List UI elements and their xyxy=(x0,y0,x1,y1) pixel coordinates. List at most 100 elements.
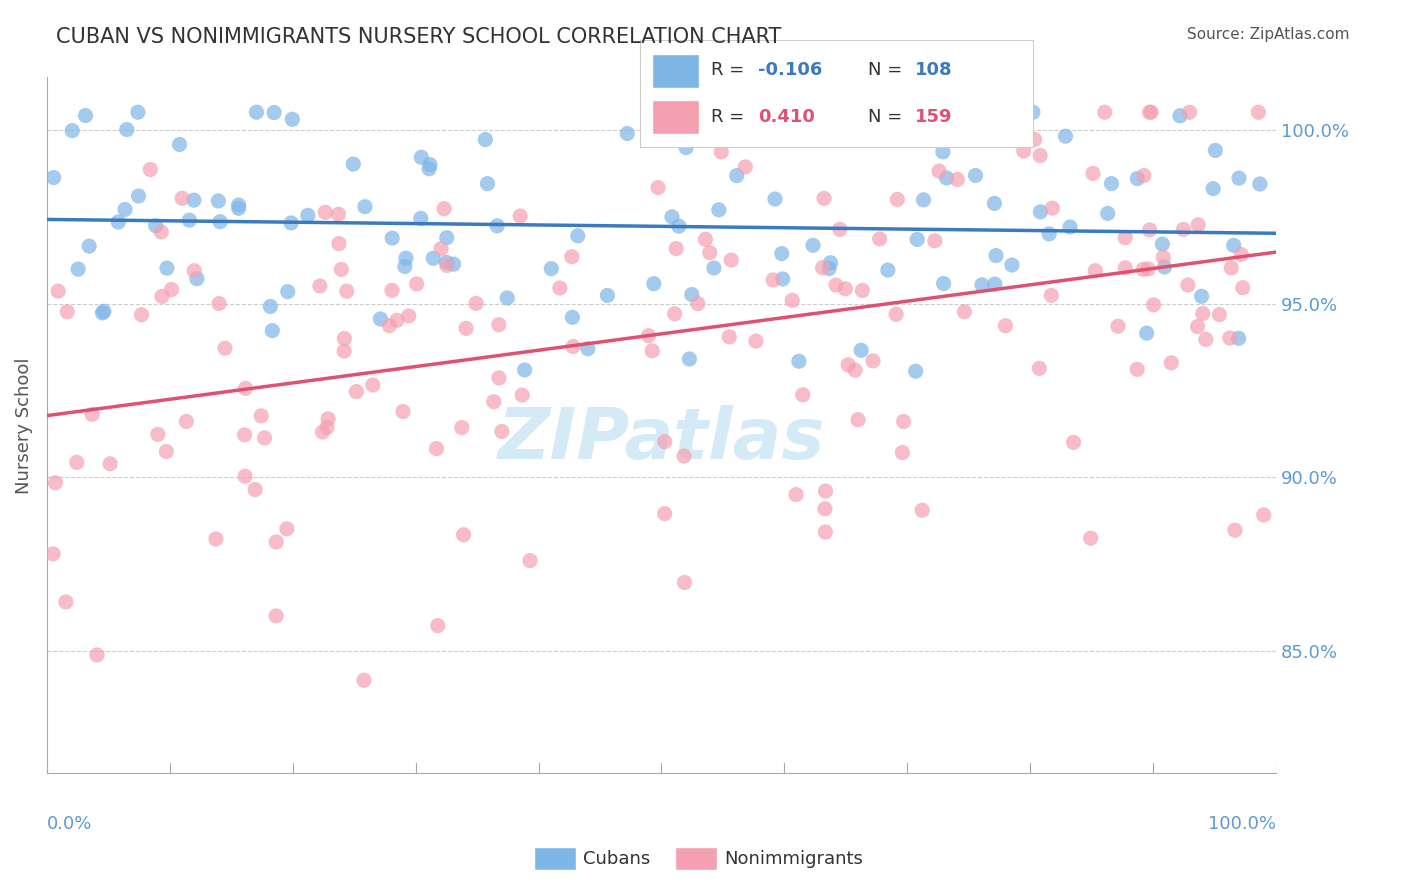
Point xyxy=(1140,105,1163,120)
Point xyxy=(42,547,65,561)
Point xyxy=(1191,289,1213,303)
Point xyxy=(277,285,299,299)
Point xyxy=(127,105,149,120)
Point xyxy=(513,363,536,377)
Point xyxy=(155,444,177,458)
Point xyxy=(436,230,458,244)
Point xyxy=(561,310,583,325)
Point xyxy=(1080,531,1102,545)
Point xyxy=(385,313,408,327)
Point xyxy=(454,321,477,335)
Point xyxy=(160,283,183,297)
Point xyxy=(82,408,104,422)
Point xyxy=(86,648,108,662)
Point xyxy=(42,170,65,185)
Point xyxy=(1038,227,1060,241)
Point xyxy=(316,412,339,426)
Point xyxy=(1232,281,1254,295)
Point xyxy=(1094,105,1116,120)
Text: 159: 159 xyxy=(915,108,953,126)
Point xyxy=(1126,362,1149,376)
Point xyxy=(433,202,456,216)
Point xyxy=(93,304,115,318)
Point xyxy=(361,378,384,392)
Point xyxy=(91,306,114,320)
Point xyxy=(281,112,304,127)
Point xyxy=(1059,219,1081,234)
Point xyxy=(932,277,955,291)
Point xyxy=(1223,523,1246,537)
Point xyxy=(1029,148,1052,162)
Point xyxy=(718,330,741,344)
Point xyxy=(250,409,273,423)
Point xyxy=(336,284,359,298)
Text: 0.410: 0.410 xyxy=(758,108,814,126)
Point xyxy=(66,455,89,469)
Point xyxy=(745,334,768,348)
Point xyxy=(1136,326,1159,341)
Point xyxy=(330,262,353,277)
Point xyxy=(654,434,676,449)
Point xyxy=(1132,262,1154,277)
Point xyxy=(486,219,509,233)
Point xyxy=(710,145,733,159)
Point xyxy=(344,384,367,399)
Point xyxy=(884,307,907,321)
Point xyxy=(214,341,236,355)
Point xyxy=(381,231,404,245)
Point xyxy=(370,312,392,326)
Point xyxy=(932,145,955,159)
Point xyxy=(813,191,835,205)
Point xyxy=(891,445,914,459)
Point xyxy=(264,609,287,624)
Point xyxy=(567,228,589,243)
Point xyxy=(1040,201,1063,215)
Point xyxy=(984,248,1007,262)
Point xyxy=(801,238,824,252)
Point xyxy=(911,503,934,517)
Point xyxy=(491,425,513,439)
Point xyxy=(661,210,683,224)
Point xyxy=(1219,331,1241,345)
Point xyxy=(488,318,510,332)
Point xyxy=(1227,171,1250,186)
Point xyxy=(834,282,856,296)
Point xyxy=(430,242,453,256)
Point xyxy=(876,263,898,277)
Point xyxy=(1028,361,1050,376)
Point xyxy=(394,260,416,274)
Point xyxy=(297,208,319,222)
Point xyxy=(965,169,987,183)
Text: 100.0%: 100.0% xyxy=(1208,815,1277,833)
Point xyxy=(988,107,1011,121)
Point xyxy=(1029,205,1052,219)
Point xyxy=(176,415,198,429)
Point xyxy=(436,259,458,273)
Point xyxy=(378,318,401,333)
Point xyxy=(1001,258,1024,272)
Point xyxy=(1139,105,1161,120)
Point xyxy=(699,245,721,260)
Point xyxy=(392,404,415,418)
Point xyxy=(235,381,257,395)
Point xyxy=(994,318,1017,333)
Text: R =: R = xyxy=(710,108,749,126)
Point xyxy=(1204,144,1226,158)
Point xyxy=(425,442,447,456)
Point xyxy=(675,140,697,154)
Point xyxy=(1081,166,1104,180)
Point xyxy=(172,191,194,205)
Point xyxy=(55,595,77,609)
Point xyxy=(1107,319,1129,334)
Point xyxy=(1097,206,1119,220)
Point xyxy=(56,305,79,319)
Point xyxy=(1227,331,1250,345)
Point xyxy=(787,354,810,368)
Point xyxy=(519,553,541,567)
Point xyxy=(139,162,162,177)
Point xyxy=(540,261,562,276)
Point xyxy=(245,483,267,497)
Point xyxy=(328,207,350,221)
Point xyxy=(146,427,169,442)
Point xyxy=(900,107,922,121)
